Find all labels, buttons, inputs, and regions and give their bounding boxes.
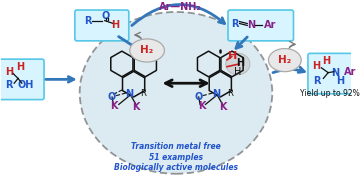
- Text: K: K: [198, 101, 205, 111]
- FancyBboxPatch shape: [0, 59, 44, 100]
- Text: Biologically active molecules: Biologically active molecules: [114, 163, 238, 173]
- Text: R: R: [313, 76, 320, 86]
- Text: R: R: [5, 80, 13, 90]
- Text: H: H: [111, 20, 119, 30]
- Text: Ar—NH₂: Ar—NH₂: [159, 2, 201, 12]
- Text: K: K: [132, 102, 140, 112]
- Text: R: R: [140, 89, 146, 98]
- Text: N: N: [247, 20, 255, 30]
- Text: Transition metal free: Transition metal free: [131, 142, 221, 151]
- Text: N: N: [212, 89, 220, 99]
- FancyBboxPatch shape: [75, 10, 129, 41]
- Text: H₂: H₂: [278, 55, 292, 65]
- Text: H: H: [16, 62, 24, 72]
- Ellipse shape: [80, 12, 272, 174]
- Text: R: R: [231, 19, 238, 29]
- Text: OH: OH: [17, 80, 34, 90]
- Text: R: R: [84, 16, 92, 26]
- Text: H₂: H₂: [141, 46, 154, 56]
- Text: Yield up to 92%: Yield up to 92%: [300, 89, 360, 98]
- Text: H: H: [5, 67, 13, 77]
- Ellipse shape: [268, 49, 301, 72]
- Text: H: H: [322, 56, 330, 66]
- Text: O: O: [195, 92, 203, 102]
- Text: H: H: [237, 58, 245, 68]
- Ellipse shape: [226, 53, 250, 75]
- Text: K: K: [219, 102, 227, 112]
- Text: H: H: [313, 61, 321, 71]
- Text: K: K: [110, 101, 117, 111]
- Text: H: H: [234, 67, 241, 77]
- Text: Ar: Ar: [264, 20, 277, 30]
- Text: N: N: [126, 89, 134, 99]
- Text: 51 examples: 51 examples: [149, 153, 203, 162]
- FancyBboxPatch shape: [228, 10, 293, 41]
- FancyBboxPatch shape: [308, 53, 352, 94]
- Text: O: O: [102, 11, 110, 21]
- Text: N: N: [331, 68, 339, 78]
- Text: R: R: [227, 89, 233, 98]
- Text: H: H: [228, 51, 237, 61]
- Text: H: H: [337, 76, 345, 86]
- Text: O: O: [108, 92, 116, 102]
- Ellipse shape: [130, 39, 165, 62]
- Text: Ar: Ar: [344, 67, 356, 77]
